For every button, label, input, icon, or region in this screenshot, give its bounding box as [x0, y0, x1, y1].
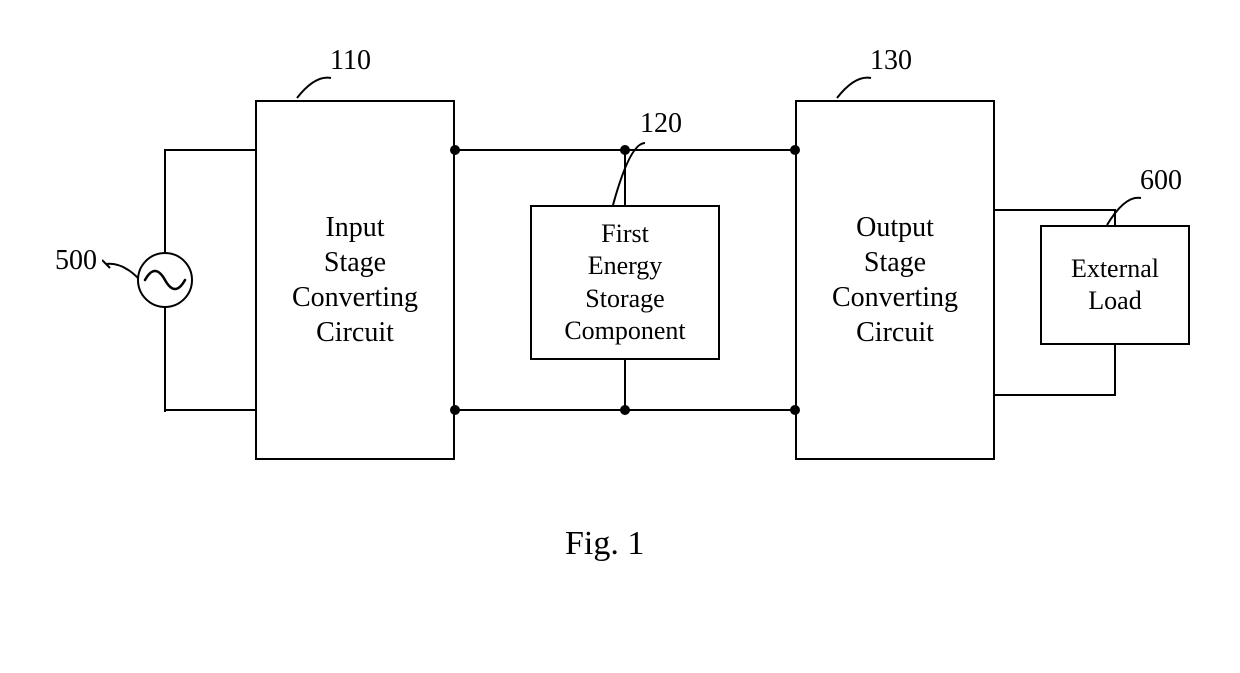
block-first-energy-storage-label: FirstEnergyStorageComponent: [564, 218, 685, 348]
wire-load-bot-vert: [1114, 345, 1116, 396]
junction-dot: [790, 405, 800, 415]
figure-caption: Fig. 1: [565, 525, 644, 563]
block-input-stage-label: InputStageConvertingCircuit: [292, 210, 418, 350]
wire-source-bot-horiz: [164, 409, 257, 411]
wire-load-top-horiz: [995, 209, 1116, 211]
ref-label-500: 500: [55, 245, 97, 277]
ref-label-120: 120: [640, 108, 682, 140]
ref-label-600: 600: [1140, 165, 1182, 197]
wire-storage-bottom: [624, 360, 626, 410]
ref-label-130: 130: [870, 45, 912, 77]
junction-dot: [620, 145, 630, 155]
wire-load-bot-horiz: [995, 394, 1116, 396]
wire-source-top-horiz: [164, 149, 257, 151]
wire-source-top-vert: [164, 150, 166, 254]
block-input-stage: InputStageConvertingCircuit: [255, 100, 455, 460]
junction-dot: [620, 405, 630, 415]
block-output-stage: OutputStageConvertingCircuit: [795, 100, 995, 460]
junction-dot: [450, 145, 460, 155]
block-output-stage-label: OutputStageConvertingCircuit: [832, 210, 958, 350]
ac-source-icon: [137, 252, 193, 308]
block-external-load: ExternalLoad: [1040, 225, 1190, 345]
ref-label-110: 110: [330, 45, 371, 77]
wire-load-top-vert: [1114, 209, 1116, 227]
junction-dot: [790, 145, 800, 155]
block-external-load-label: ExternalLoad: [1071, 253, 1159, 318]
junction-dot: [450, 405, 460, 415]
diagram-canvas: InputStageConvertingCircuit FirstEnergyS…: [0, 0, 1240, 673]
block-first-energy-storage: FirstEnergyStorageComponent: [530, 205, 720, 360]
wire-storage-top: [624, 150, 626, 205]
wire-source-bot-vert: [164, 306, 166, 412]
